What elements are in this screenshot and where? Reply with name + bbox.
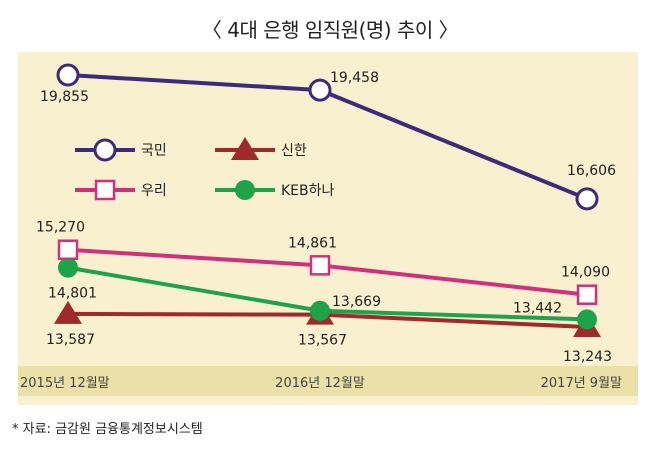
x-tick-label: 2015년 12월말 bbox=[20, 376, 110, 391]
legend-label: 우리 bbox=[141, 183, 167, 199]
data-point bbox=[54, 300, 82, 324]
data-point bbox=[308, 78, 332, 102]
data-point bbox=[309, 255, 331, 276]
data-point bbox=[56, 63, 80, 87]
legend-label: 신한 bbox=[281, 143, 307, 159]
source-note: * 자료: 금감원 금융통계정보시스템 bbox=[12, 422, 203, 437]
data-label: 13,587 bbox=[46, 332, 95, 348]
x-tick-label: 2017년 9월말 bbox=[541, 376, 622, 391]
data-point bbox=[576, 284, 598, 305]
x-tick-label: 2016년 12월말 bbox=[275, 376, 365, 391]
data-label: 14,801 bbox=[48, 286, 97, 302]
data-label: 19,458 bbox=[330, 70, 379, 86]
data-label: 14,861 bbox=[288, 235, 337, 251]
data-label: 19,855 bbox=[40, 89, 89, 105]
plot-panel bbox=[18, 52, 638, 405]
data-label: 14,090 bbox=[561, 265, 610, 281]
data-point bbox=[58, 257, 78, 278]
data-point bbox=[57, 239, 79, 260]
data-point bbox=[575, 187, 599, 211]
data-label: 13,442 bbox=[513, 300, 562, 316]
legend-label: 국민 bbox=[141, 143, 167, 159]
axis-band bbox=[18, 366, 638, 396]
data-label: 16,606 bbox=[567, 163, 616, 179]
data-label: 13,669 bbox=[332, 294, 381, 310]
data-label: 15,270 bbox=[36, 220, 85, 236]
data-label: 13,243 bbox=[563, 349, 612, 365]
legend-marker bbox=[235, 180, 255, 200]
data-point bbox=[577, 309, 597, 330]
chart-title: 〈 4대 은행 임직원(명) 추이 〉 bbox=[201, 18, 459, 42]
legend-marker bbox=[93, 138, 117, 162]
data-label: 13,567 bbox=[298, 333, 347, 349]
legend-marker bbox=[94, 179, 116, 201]
data-point bbox=[310, 300, 330, 321]
legend-marker bbox=[231, 137, 259, 160]
legend-label: KEB하나 bbox=[281, 183, 335, 199]
